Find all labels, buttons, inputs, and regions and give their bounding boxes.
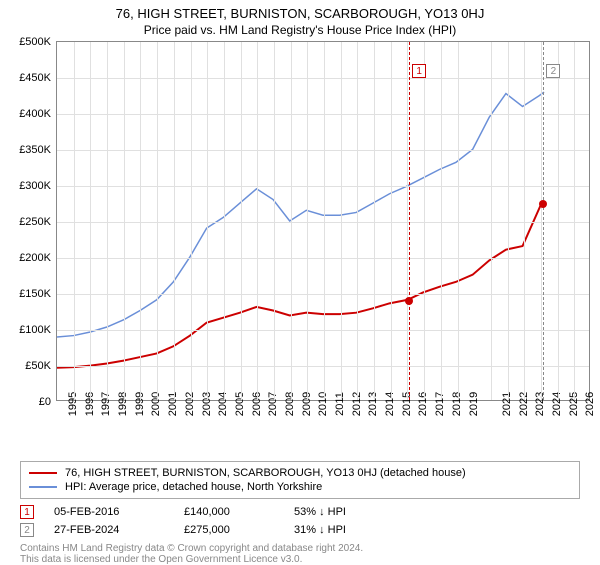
marker-dot-1: [405, 297, 413, 305]
gridline-h: [57, 186, 589, 187]
gridline-v: [274, 42, 275, 400]
gridline-v: [541, 42, 542, 400]
series-property: [57, 203, 542, 368]
event-diff: 53% ↓ HPI: [294, 506, 384, 518]
gridline-v: [191, 42, 192, 400]
event-table: 1 05-FEB-2016 £140,000 53% ↓ HPI 2 27-FEB-202…: [20, 503, 580, 539]
gridline-v: [140, 42, 141, 400]
event-date: 05-FEB-2016: [54, 506, 164, 518]
chart-area: £0£50K£100K£150K£200K£250K£300K£350K£400…: [56, 41, 590, 421]
marker-dot-2: [539, 200, 547, 208]
y-tick-label: £250K: [19, 216, 51, 228]
series-hpi: [57, 92, 544, 337]
gridline-v: [341, 42, 342, 400]
gridline-v: [90, 42, 91, 400]
gridline-v: [574, 42, 575, 400]
chart-title: 76, HIGH STREET, BURNISTON, SCARBOROUGH,…: [0, 0, 600, 21]
gridline-h: [57, 114, 589, 115]
marker-box-1: 1: [412, 64, 426, 78]
gridline-h: [57, 258, 589, 259]
gridline-v: [307, 42, 308, 400]
y-tick-label: £300K: [19, 180, 51, 192]
y-tick-label: £0: [39, 396, 51, 408]
plot-region: £0£50K£100K£150K£200K£250K£300K£350K£400…: [56, 41, 590, 401]
x-tick-label: 2027: [591, 392, 600, 416]
gridline-v: [74, 42, 75, 400]
marker-dash-2: [543, 42, 544, 400]
event-date: 27-FEB-2024: [54, 524, 164, 536]
gridline-v: [558, 42, 559, 400]
legend-label: 76, HIGH STREET, BURNISTON, SCARBOROUGH,…: [65, 467, 466, 479]
event-price: £140,000: [184, 506, 274, 518]
gridline-h: [57, 150, 589, 151]
gridline-v: [224, 42, 225, 400]
y-tick-label: £500K: [19, 36, 51, 48]
gridline-h: [57, 366, 589, 367]
gridline-v: [491, 42, 492, 400]
gridline-v: [257, 42, 258, 400]
gridline-v: [357, 42, 358, 400]
legend-swatch: [29, 486, 57, 488]
gridline-v: [441, 42, 442, 400]
gridline-v: [374, 42, 375, 400]
gridline-v: [241, 42, 242, 400]
y-tick-label: £50K: [25, 360, 51, 372]
gridline-v: [157, 42, 158, 400]
gridline-h: [57, 78, 589, 79]
marker-box-2: 2: [546, 64, 560, 78]
x-tick-label: 2019: [458, 392, 494, 416]
y-tick-label: £150K: [19, 288, 51, 300]
chart-subtitle: Price paid vs. HM Land Registry's House …: [0, 21, 600, 41]
legend-label: HPI: Average price, detached house, Nort…: [65, 481, 322, 493]
footer-line-1: Contains HM Land Registry data © Crown c…: [20, 543, 580, 554]
gridline-h: [57, 294, 589, 295]
y-tick-label: £400K: [19, 108, 51, 120]
y-tick-label: £200K: [19, 252, 51, 264]
event-marker: 2: [20, 523, 34, 537]
event-price: £275,000: [184, 524, 274, 536]
line-svg: [57, 42, 589, 400]
gridline-v: [324, 42, 325, 400]
legend: 76, HIGH STREET, BURNISTON, SCARBOROUGH,…: [20, 461, 580, 499]
gridline-v: [174, 42, 175, 400]
legend-swatch: [29, 472, 57, 474]
event-row: 1 05-FEB-2016 £140,000 53% ↓ HPI: [20, 503, 580, 521]
marker-dash-1: [409, 42, 410, 400]
gridline-v: [458, 42, 459, 400]
y-tick-label: £100K: [19, 324, 51, 336]
gridline-v: [524, 42, 525, 400]
gridline-v: [207, 42, 208, 400]
gridline-v: [391, 42, 392, 400]
event-diff: 31% ↓ HPI: [294, 524, 384, 536]
gridline-h: [57, 330, 589, 331]
event-row: 2 27-FEB-2024 £275,000 31% ↓ HPI: [20, 521, 580, 539]
y-tick-label: £350K: [19, 144, 51, 156]
y-tick-label: £450K: [19, 72, 51, 84]
gridline-v: [291, 42, 292, 400]
gridline-v: [124, 42, 125, 400]
legend-item: 76, HIGH STREET, BURNISTON, SCARBOROUGH,…: [29, 466, 571, 480]
gridline-v: [424, 42, 425, 400]
footer-attribution: Contains HM Land Registry data © Crown c…: [20, 543, 580, 565]
gridline-v: [107, 42, 108, 400]
gridline-v: [508, 42, 509, 400]
event-marker: 1: [20, 505, 34, 519]
legend-item: HPI: Average price, detached house, Nort…: [29, 480, 571, 494]
gridline-h: [57, 222, 589, 223]
